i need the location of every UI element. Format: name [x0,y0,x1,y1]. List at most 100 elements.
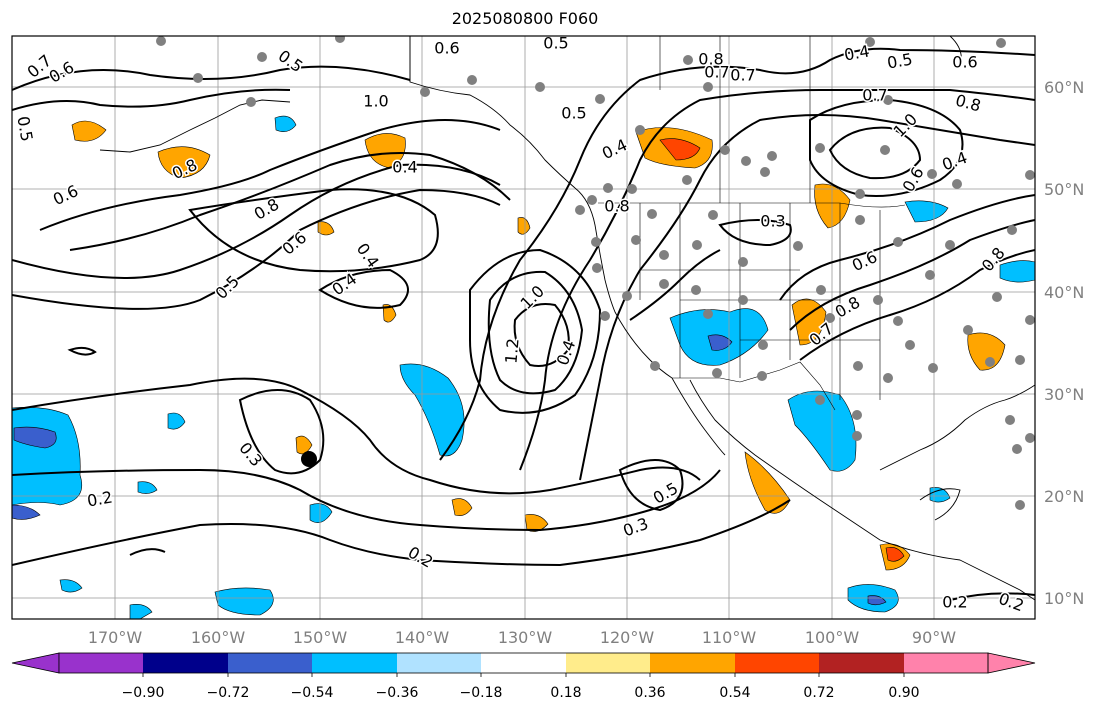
colorbar-tick-label: −0.36 [376,685,419,701]
lat-axis: 60°N 50°N 40°N 30°N 20°N 10°N [1044,78,1084,608]
mexico-coast [689,379,1035,601]
indigo-patch [12,504,41,520]
aleutian-islands [99,99,291,153]
colorbar-tick-label: 0.36 [634,685,665,701]
anomaly-shading [12,115,1035,619]
colorbar-segment [735,653,819,673]
orange-patch [517,217,531,235]
us-canada-border [598,202,906,208]
colorbar-segment [59,653,143,673]
contour-label: 0.4 [392,158,417,177]
orange-patch [451,498,473,516]
contour-label: 1.2 [501,337,522,364]
blue-patch [59,579,83,593]
blue-patch [904,200,949,223]
map-background [12,36,1035,619]
west-coast [574,187,673,379]
colorbar-tick-label: 0.54 [719,685,750,701]
orange-patch [295,435,313,455]
colorbar-tick-label: −0.90 [122,685,165,701]
colorbar-tick-labels: −0.90 −0.72 −0.54 −0.36 −0.18 0.18 0.36 … [122,685,920,701]
lon-tick-label: 140°W [395,628,450,647]
yucatan [919,488,961,521]
colorbar-segment [819,653,904,673]
colorbar-segment [312,653,397,673]
blue-patch [999,260,1035,283]
station-dots [156,36,1035,510]
contour-lines [12,47,1035,601]
indigo-patch [13,426,57,449]
colorbar-segment [481,653,566,673]
orange-patch [317,221,335,236]
blue-patch [214,587,274,616]
lon-tick-label: 170°W [88,628,143,647]
blue-patch [787,390,857,472]
colorbar-frame [58,652,989,674]
blue-patch [309,503,333,523]
lon-tick-label: 130°W [498,628,553,647]
colorbar-segment [904,653,988,673]
lat-tick-label: 40°N [1044,283,1084,302]
lat-tick-label: 20°N [1044,487,1084,506]
lon-axis: 170°W 160°W 150°W 140°W 130°W 120°W 110°… [88,628,956,647]
blue-patch [167,412,186,430]
colorbar-extend-high [987,652,1036,674]
lon-tick-label: 120°W [600,628,655,647]
lon-tick-label: 160°W [191,628,246,647]
orange-patch [524,514,549,532]
blue-patch [12,407,83,506]
lat-tick-label: 30°N [1044,385,1084,404]
lat-tick-label: 10°N [1044,589,1084,608]
contour-label: 0.4 [843,41,871,64]
map-frame [11,35,1036,620]
orange-patch [71,120,107,142]
red-patch [885,547,905,562]
colorbar-segment [143,653,228,673]
contour-label: 0.2 [942,593,967,612]
political-borders [409,36,906,411]
grid-lines [12,36,1035,619]
us-mexico-border [672,361,836,411]
blue-patch [129,604,153,619]
lon-tick-label: 150°W [293,628,348,647]
contour-label: 0.6 [952,53,977,72]
contour-label: 0.8 [604,197,629,216]
colorbar-tick-label: 0.90 [888,685,919,701]
lat-tick-label: 50°N [1044,180,1084,199]
lon-tick-label: 90°W [912,628,956,647]
alaska-coast [409,36,576,189]
map-title: 2025080800 F060 [451,9,599,28]
red-patch [659,138,701,161]
contour-label: 0.7 [704,63,729,82]
colorbar-tick-label: 0.18 [550,685,581,701]
orange-patch [364,133,406,169]
baja-california [671,377,726,456]
blue-patch [137,481,158,494]
orange-patch [791,298,827,346]
colorbar-segment [650,653,735,673]
contour-label: 0.3 [760,212,785,231]
orange-patch [744,451,791,514]
colorbar-tick-label: 0.72 [803,685,834,701]
indigo-patch [707,334,733,351]
colorbar-tick-label: −0.18 [460,685,503,701]
colorbar-segment [397,653,481,673]
lon-tick-label: 110°W [702,628,757,647]
state-borders [639,203,881,400]
colorbar-extend-low [11,652,60,674]
orange-patch [157,146,211,179]
contour-label: 0.5 [543,34,568,53]
contour-label: 0.6 [434,39,459,58]
coastlines [99,36,1035,601]
colorbar-segment [566,653,650,673]
contour-label: 0.5 [561,104,586,123]
contour-label: 1.0 [363,92,388,111]
colorbar-tick-label: −0.72 [207,685,250,701]
gulf-coast [879,384,1035,471]
contour-label: 0.8 [698,50,723,69]
blue-patch [274,115,297,132]
orange-patch [967,332,1006,371]
contour-label: 0.7 [730,66,755,85]
contour-label: 0.7 [862,86,887,105]
